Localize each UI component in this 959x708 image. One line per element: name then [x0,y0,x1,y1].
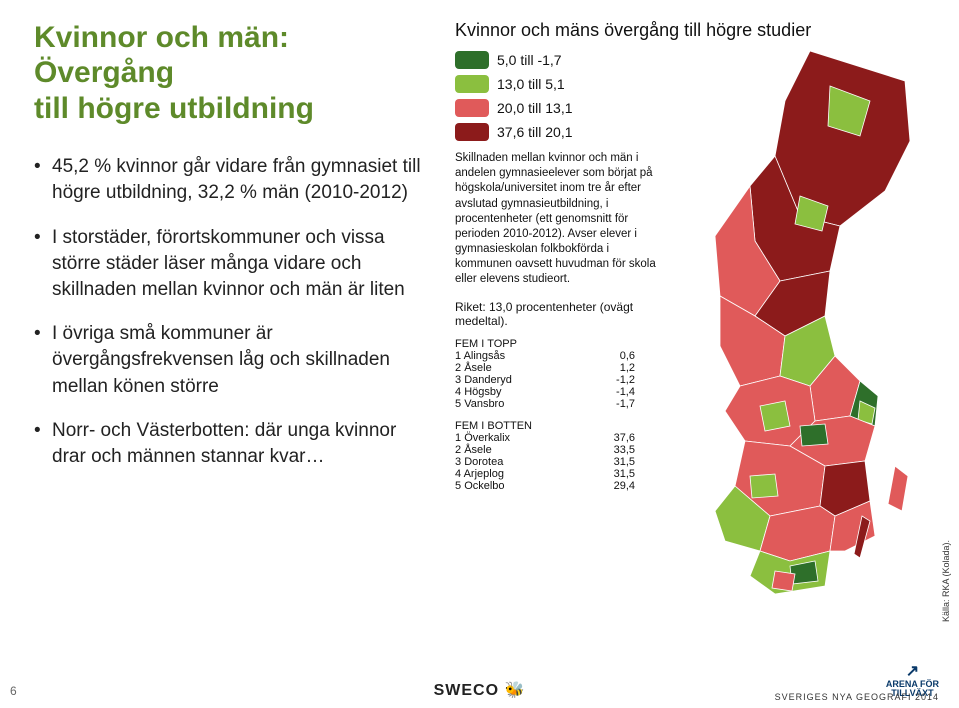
value: -1,2 [616,374,635,386]
value: -1,7 [616,398,635,410]
legend-label: 20,0 till 13,1 [497,100,573,116]
riket-value: Riket: 13,0 procentenheter (ovägt medelt… [455,300,665,328]
rank: 2 [455,444,461,456]
left-column: Kvinnor och män: Övergång till högre utb… [34,20,434,488]
sweden-map [660,46,940,606]
list-item: 2 Åsele 33,5 [455,444,635,456]
map-title: Kvinnor och mäns övergång till högre stu… [455,20,945,41]
legend-label: 5,0 till -1,7 [497,52,562,68]
top-list: 1 Alingsås0,6 2 Åsele1,2 3 Danderyd-1,2 … [455,350,635,410]
rank: 4 [455,468,461,480]
bullet-item: 45,2 % kvinnor går vidare från gymnasiet… [34,154,434,206]
map-region [775,51,910,226]
rank: 5 [455,398,461,410]
map-region [772,571,795,591]
value: 0,6 [620,350,635,362]
list-item: 5 Vansbro -1,7 [455,398,635,410]
title-line-1: Kvinnor och män: Övergång [34,21,289,89]
name: Överkalix [464,432,510,444]
bottom-list: 1 Överkalix 37,6 2 Åsele 33,5 3 Dorotea 31,… [455,432,635,492]
name: Högsby [464,386,501,398]
list-item: 4 Arjeplog 31,5 [455,468,635,480]
bullet-item: I övriga små kommuner är övergångsfrekve… [34,321,434,400]
bullet-item: I storstäder, förortskommuner och vissa … [34,225,434,304]
rank: 2 [455,362,461,374]
value: -1,4 [616,386,635,398]
list-item: 1 Överkalix 37,6 [455,432,635,444]
name: Åsele [464,444,492,456]
sweco-logo: SWECO 🐝 [434,680,526,700]
list-item: 1 Alingsås 0,6 [455,350,635,362]
bullet-item: Norr- och Västerbotten: där unga kvinnor… [34,418,434,470]
name: Danderyd [464,374,512,386]
map-region [888,466,908,511]
legend-swatch [455,51,489,69]
rank: 4 [455,386,461,398]
footer: SWECO 🐝 ↗ ARENA FÖR TILLVÄXT SVERIGES NY… [0,670,959,700]
map-region [750,474,778,498]
name: Alingsås [464,350,506,362]
legend-swatch [455,99,489,117]
bullet-list: 45,2 % kvinnor går vidare från gymnasiet… [34,154,434,470]
list-item: 3 Dorotea 31,5 [455,456,635,468]
legend-label: 37,6 till 20,1 [497,124,573,140]
arrow-icon: ↗ [906,664,919,680]
value: 37,6 [614,432,635,444]
legend-label: 13,0 till 5,1 [497,76,565,92]
name: Åsele [464,362,492,374]
value: 1,2 [620,362,635,374]
map-region [800,424,828,446]
map-svg [660,46,940,606]
map-note: Skillnaden mellan kvinnor och män i ande… [455,151,665,288]
rank: 1 [455,350,461,362]
legend-swatch [455,75,489,93]
value: 31,5 [614,468,635,480]
rank: 5 [455,480,461,492]
name: Arjeplog [464,468,504,480]
list-item: 3 Danderyd -1,2 [455,374,635,386]
list-item: 4 Högsby -1,4 [455,386,635,398]
list-item: 2 Åsele 1,2 [455,362,635,374]
page-title: Kvinnor och män: Övergång till högre utb… [34,20,434,126]
value: 33,5 [614,444,635,456]
page: Kvinnor och män: Övergång till högre utb… [0,0,959,708]
rank: 1 [455,432,461,444]
name: Ockelbo [464,480,504,492]
value: 31,5 [614,456,635,468]
name: Vansbro [464,398,504,410]
title-line-2: till högre utbildning [34,92,314,125]
source-label: Källa: RKA (Kolada). [941,540,951,622]
name: Dorotea [464,456,503,468]
rank: 3 [455,456,461,468]
source-footer: SVERIGES NYA GEOGRAFI 2014 [775,692,939,702]
rank: 3 [455,374,461,386]
legend-swatch [455,123,489,141]
list-item: 5 Ockelbo 29,4 [455,480,635,492]
map-region [760,401,790,431]
value: 29,4 [614,480,635,492]
